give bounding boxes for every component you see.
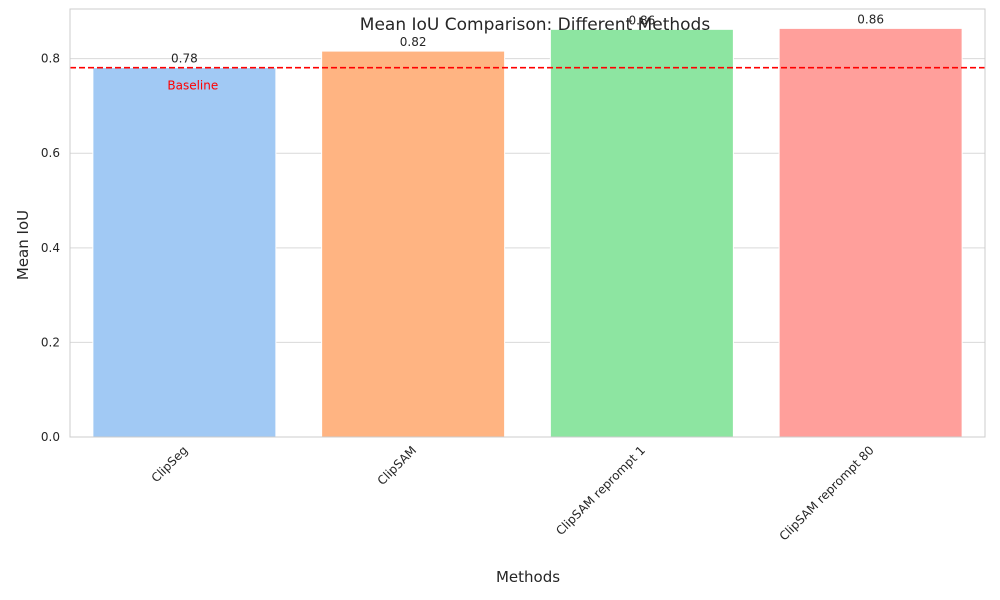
x-tick-label: ClipSeg [149,443,191,485]
data-label: 0.86 [857,12,884,26]
bar-clipseg [92,67,277,438]
bar-clipsam [321,50,506,438]
y-axis-title: Mean IoU [14,210,32,280]
chart-title: Mean IoU Comparison: Different Methods [360,15,711,35]
data-label: 0.82 [400,35,427,49]
y-tick-label: 0.8 [41,52,60,66]
label-layer: 0.78 0.82 0.86 0.86 Baseline [167,12,884,92]
x-tick-label: ClipSAM [375,443,420,488]
data-label: 0.86 [629,13,656,27]
data-label: 0.78 [171,52,198,66]
y-tick-label: 0.2 [41,335,60,349]
y-tick-label: 0.6 [41,146,60,160]
x-tick-label: ClipSAM reprompt 80 [777,443,877,543]
bar-layer [92,27,963,438]
plot-frame [69,8,986,438]
x-axis-title: Methods [496,568,560,586]
y-tick-labels: 0.0 0.2 0.4 0.6 0.8 [41,52,60,444]
x-tick-label: ClipSAM reprompt 1 [553,443,648,538]
bar-clipsam-reprompt-1 [549,28,734,438]
y-tick-label: 0.0 [41,430,60,444]
y-tick-label: 0.4 [41,241,60,255]
bar-clipsam-reprompt-80 [778,27,963,438]
x-tick-labels: ClipSeg ClipSAM ClipSAM reprompt 1 ClipSAM … [149,443,877,543]
baseline-label: Baseline [167,79,218,93]
